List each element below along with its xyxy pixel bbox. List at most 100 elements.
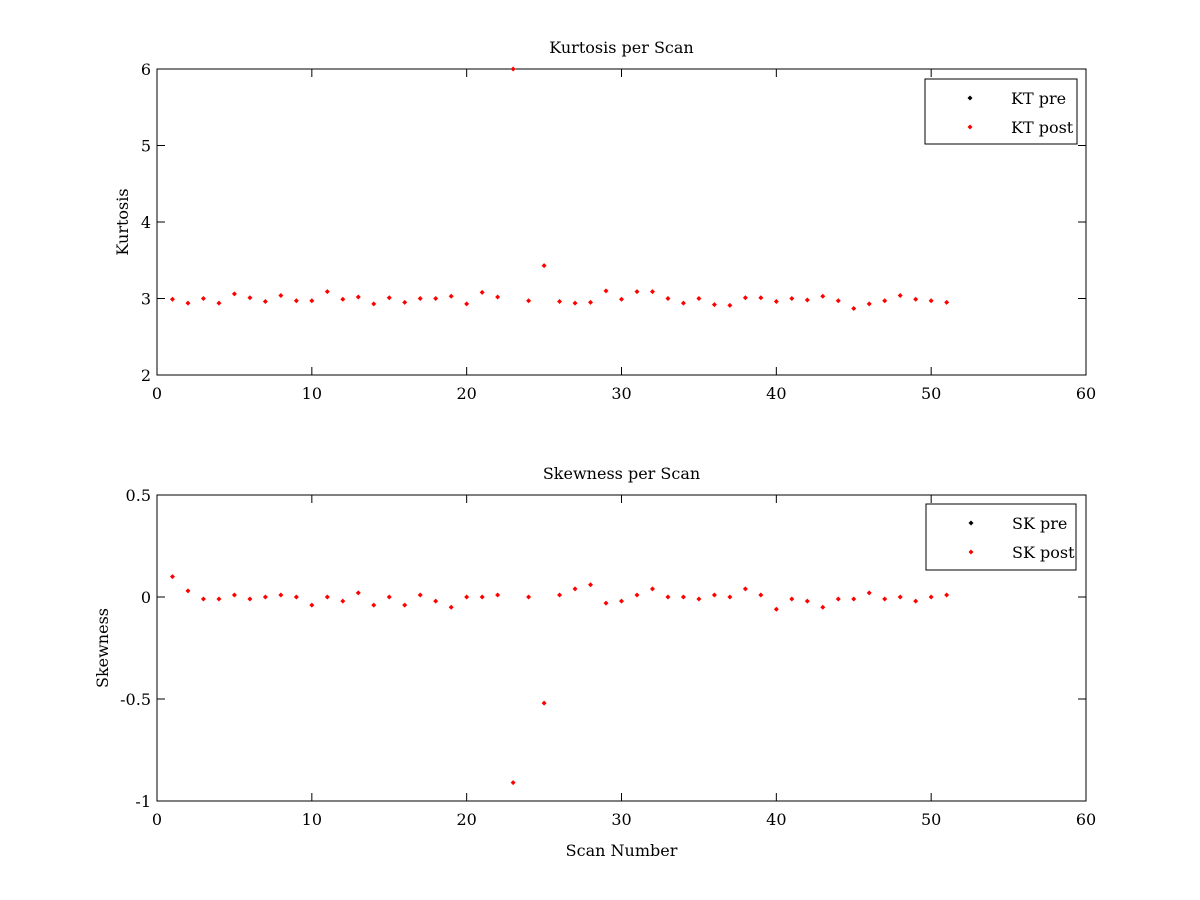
x-tick-label: 0 bbox=[152, 810, 162, 829]
data-point bbox=[634, 592, 640, 598]
data-point bbox=[324, 594, 330, 600]
data-point bbox=[371, 301, 377, 307]
legend-marker bbox=[967, 124, 973, 130]
legend-label: SK pre bbox=[1012, 514, 1067, 533]
data-point bbox=[866, 301, 872, 307]
data-point bbox=[479, 594, 485, 600]
legend: KT pre KT post bbox=[924, 78, 1078, 145]
data-point bbox=[634, 289, 640, 295]
series-1 bbox=[169, 574, 950, 786]
data-point bbox=[665, 594, 671, 600]
y-tick-label: 4 bbox=[141, 213, 151, 232]
data-point bbox=[557, 299, 563, 305]
data-point bbox=[216, 596, 222, 602]
data-point bbox=[541, 263, 547, 269]
data-point bbox=[293, 298, 299, 304]
x-tick-label: 20 bbox=[456, 384, 476, 403]
data-point bbox=[386, 295, 392, 301]
data-point bbox=[402, 602, 408, 608]
y-tick-label: -1 bbox=[135, 792, 151, 811]
data-point bbox=[247, 295, 253, 301]
skewness-panel: 0 10 20 30 40 50 60 -1 -0.5 0 0.5 Skewness per Scan… bbox=[93, 464, 1096, 860]
y-tick-label: -0.5 bbox=[120, 690, 151, 709]
x-tick-label: 60 bbox=[1076, 384, 1096, 403]
legend-marker bbox=[968, 520, 974, 526]
data-point bbox=[448, 293, 454, 299]
data-point bbox=[185, 588, 191, 594]
data-point bbox=[169, 296, 175, 302]
legend-marker bbox=[968, 549, 974, 555]
data-point bbox=[495, 592, 501, 598]
x-tick-label: 60 bbox=[1076, 810, 1096, 829]
data-point bbox=[742, 586, 748, 592]
data-point bbox=[526, 594, 532, 600]
data-point bbox=[464, 594, 470, 600]
data-point bbox=[820, 604, 826, 610]
data-point bbox=[588, 582, 594, 588]
data-point bbox=[262, 594, 268, 600]
data-point bbox=[727, 594, 733, 600]
data-point bbox=[727, 302, 733, 308]
data-point bbox=[588, 299, 594, 305]
data-point bbox=[758, 592, 764, 598]
data-point bbox=[355, 590, 361, 596]
x-tick-label: 50 bbox=[921, 384, 941, 403]
data-point bbox=[851, 305, 857, 311]
x-tick-label: 40 bbox=[766, 384, 786, 403]
x-tick-label: 0 bbox=[152, 384, 162, 403]
data-point bbox=[913, 598, 919, 604]
data-point bbox=[557, 592, 563, 598]
data-point bbox=[773, 299, 779, 305]
data-point bbox=[897, 594, 903, 600]
x-axis-label: Scan Number bbox=[566, 841, 678, 860]
data-point bbox=[572, 300, 578, 306]
data-point bbox=[835, 298, 841, 304]
y-axis-label: Kurtosis bbox=[113, 188, 132, 255]
data-point bbox=[185, 300, 191, 306]
data-point bbox=[882, 298, 888, 304]
data-point bbox=[820, 293, 826, 299]
data-point bbox=[278, 292, 284, 298]
data-point bbox=[835, 596, 841, 602]
data-point bbox=[355, 294, 361, 300]
legend-box bbox=[924, 78, 1078, 145]
data-point bbox=[231, 291, 237, 297]
data-point bbox=[649, 586, 655, 592]
data-point bbox=[293, 594, 299, 600]
data-point bbox=[742, 295, 748, 301]
y-axis-label: Skewness bbox=[93, 608, 112, 688]
data-point bbox=[680, 594, 686, 600]
x-tick-label: 50 bbox=[921, 810, 941, 829]
chart-title: Skewness per Scan bbox=[543, 464, 700, 483]
data-point bbox=[200, 596, 206, 602]
series-1 bbox=[169, 66, 950, 311]
data-point bbox=[216, 300, 222, 306]
data-point bbox=[402, 299, 408, 305]
data-point bbox=[495, 294, 501, 300]
data-point bbox=[417, 296, 423, 301]
data-point bbox=[479, 289, 485, 295]
y-tick-label: 0.5 bbox=[126, 486, 151, 505]
data-point bbox=[711, 302, 717, 308]
data-point bbox=[665, 296, 671, 301]
legend-box bbox=[925, 503, 1077, 571]
data-point bbox=[649, 289, 655, 295]
data-point bbox=[928, 298, 934, 304]
legend-label: KT pre bbox=[1011, 89, 1066, 108]
y-tick-label: 5 bbox=[141, 137, 151, 156]
data-point bbox=[897, 292, 903, 298]
data-point bbox=[448, 604, 454, 610]
legend-label: KT post bbox=[1011, 118, 1074, 137]
data-point bbox=[680, 300, 686, 306]
data-point bbox=[711, 592, 717, 598]
data-point bbox=[340, 598, 346, 604]
data-point bbox=[603, 600, 609, 606]
y-tick-label: 3 bbox=[141, 290, 151, 309]
data-point bbox=[866, 590, 872, 596]
y-tick-label: 6 bbox=[141, 60, 151, 79]
data-point bbox=[433, 296, 439, 301]
data-point bbox=[619, 598, 624, 604]
x-tick-label: 30 bbox=[611, 384, 631, 403]
data-point bbox=[309, 298, 315, 304]
